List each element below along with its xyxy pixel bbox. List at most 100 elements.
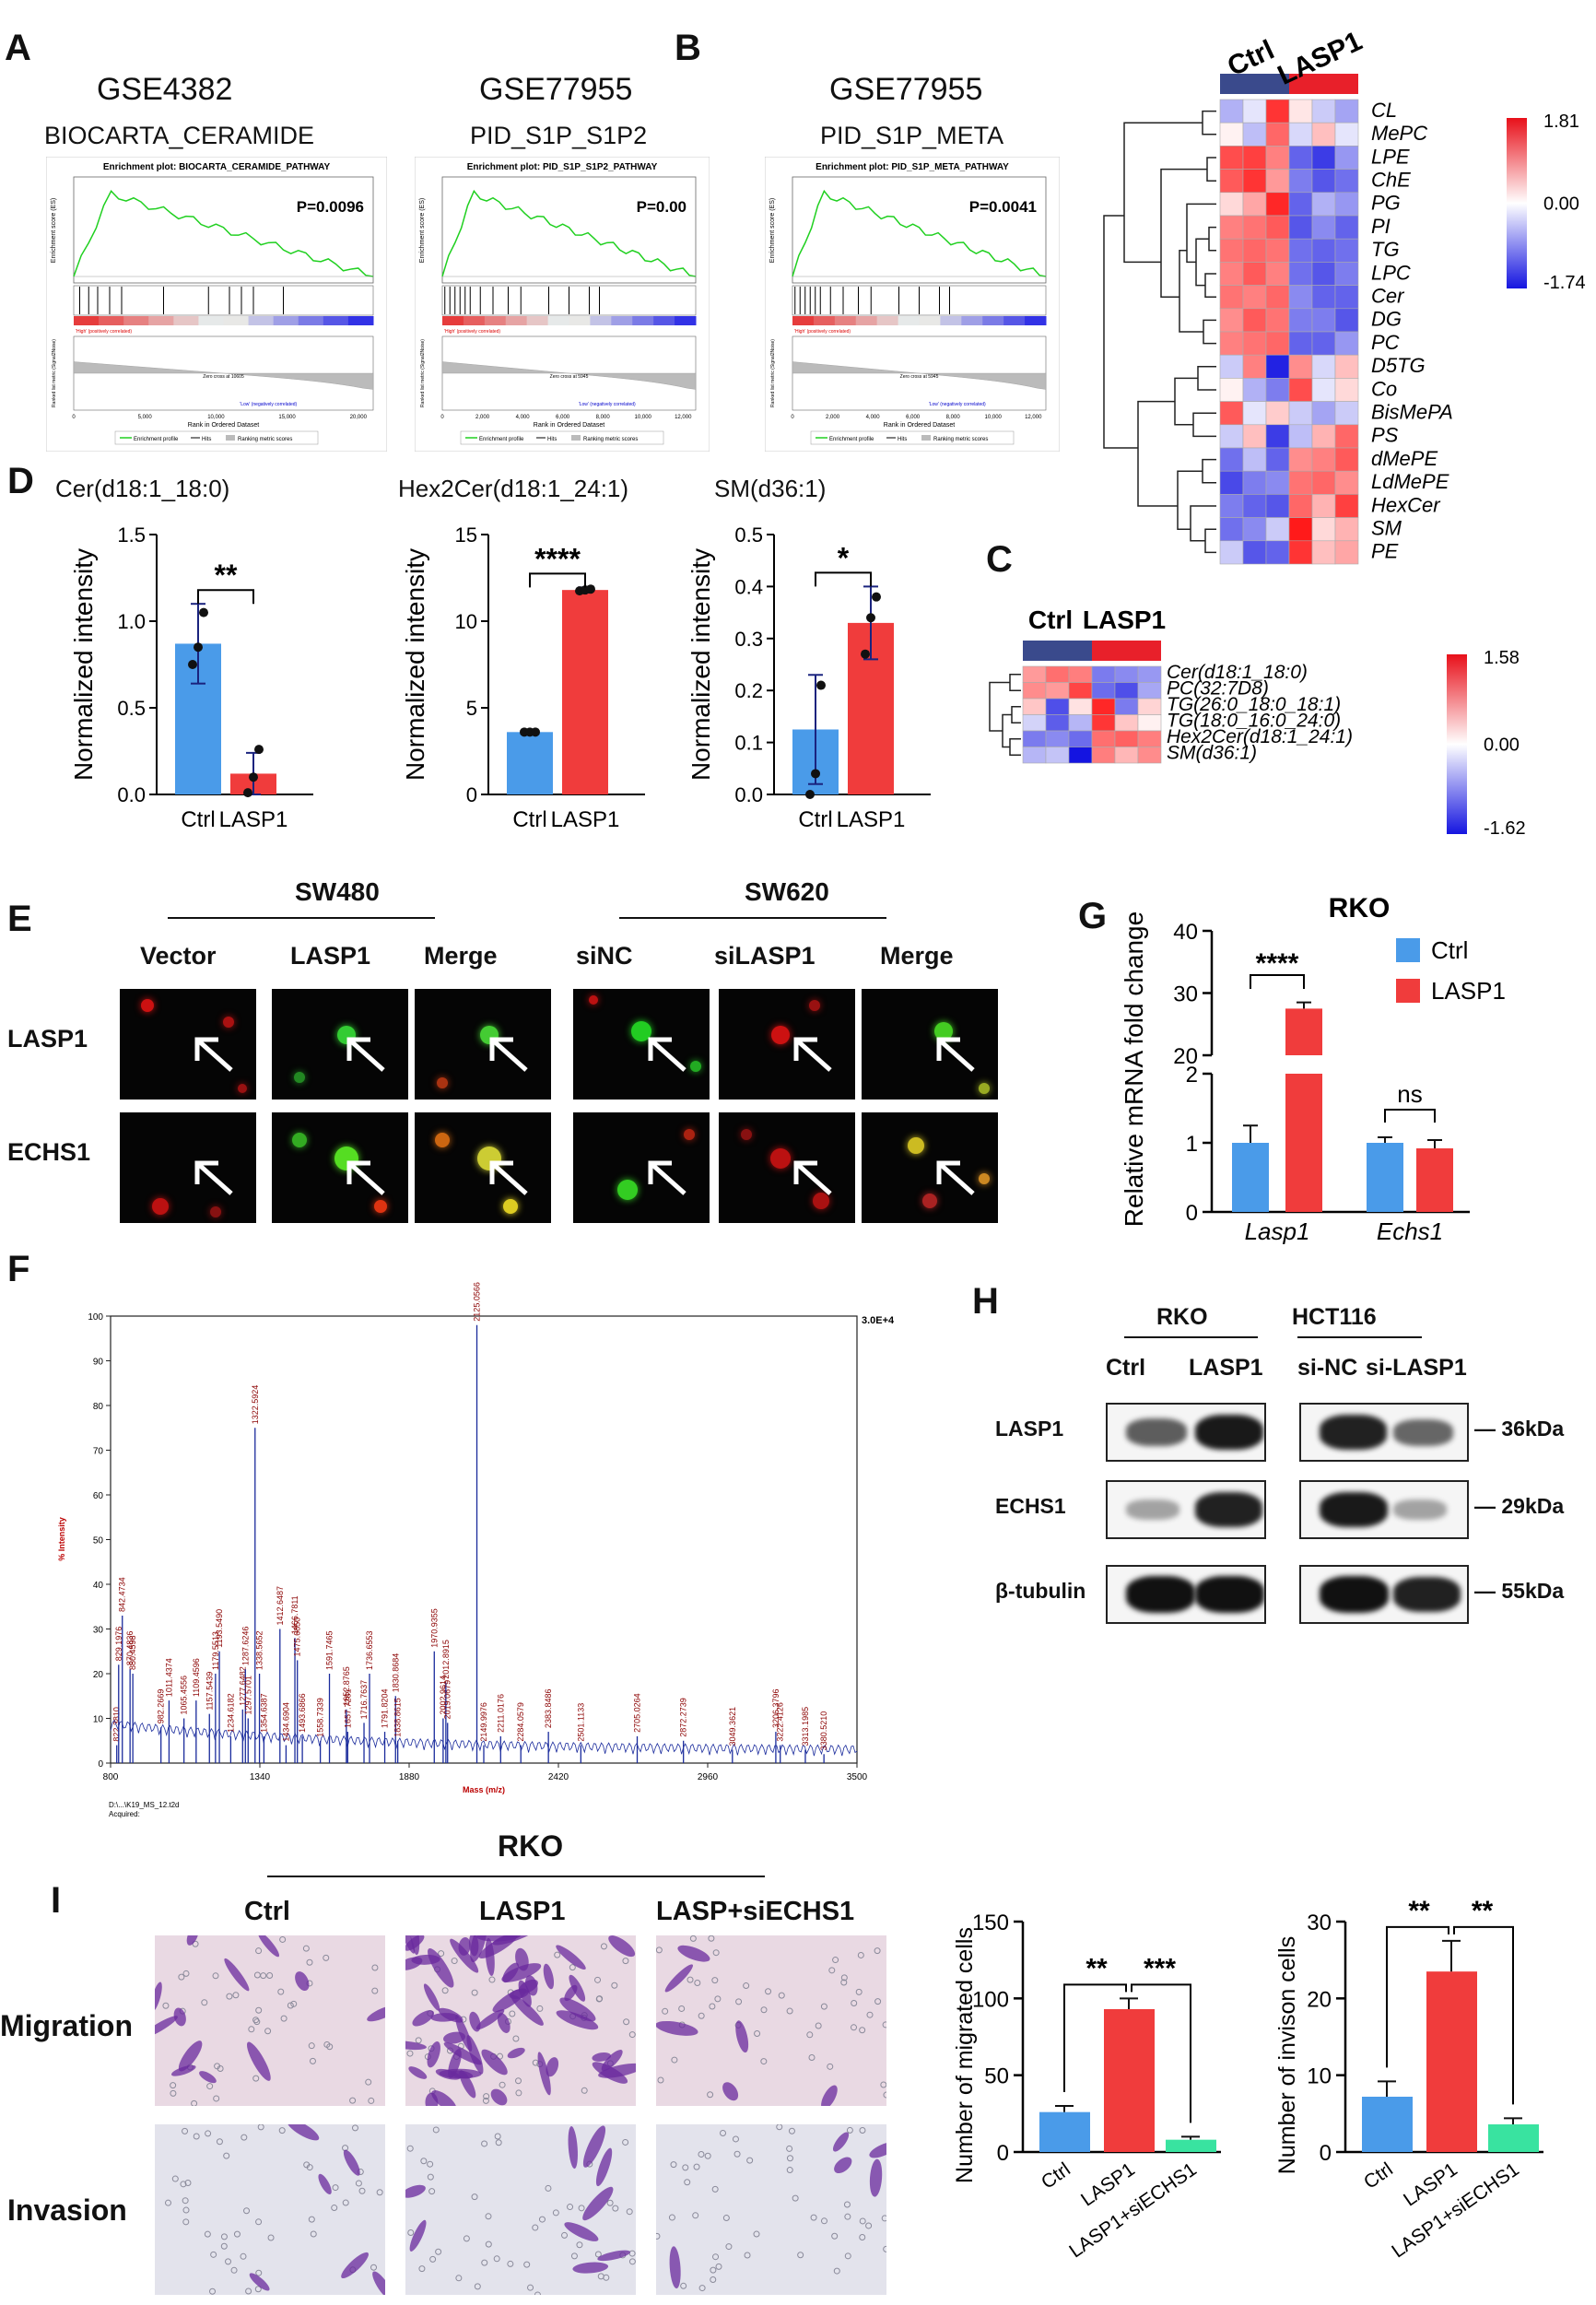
membrane-pore: [820, 2217, 827, 2225]
heatmap-cell: [1242, 378, 1267, 402]
membrane-pore: [865, 2222, 873, 2229]
rank-gradient-cell: [484, 316, 507, 325]
pos-label: 'High' (positively correlated): [76, 329, 132, 335]
membrane-pore: [252, 2017, 260, 2024]
membrane-pore: [182, 2197, 189, 2205]
dendrogram-branch: [1208, 226, 1216, 252]
cell-layer: [405, 2125, 636, 2295]
cell-signal: [908, 1137, 925, 1154]
stained-cell: [497, 2013, 510, 2033]
heatmap-cell: [1334, 447, 1359, 472]
rank-gradient-cell: [961, 316, 983, 325]
membrane-pore: [226, 1993, 233, 2000]
dendrogram-branch: [1204, 273, 1216, 298]
membrane-pore: [323, 2040, 331, 2048]
ms-peak-label: 1354.6387: [259, 1693, 268, 1733]
lane-label: si-LASP1: [1366, 1355, 1467, 1381]
heatmap-cell: [1068, 714, 1093, 732]
y-axis-label: Relative mRNA fold change: [1120, 911, 1148, 1227]
gsea-legend: [810, 430, 1015, 445]
y-tick-label: 20: [1173, 1044, 1198, 1069]
blot-strip: [1106, 1480, 1266, 1539]
fluor-column-label: Merge: [880, 942, 954, 970]
membrane-pore: [279, 1935, 287, 1943]
membrane-pore: [182, 2218, 190, 2226]
heatmap-cell: [1242, 169, 1267, 194]
heatmap-cell: [1311, 424, 1336, 449]
membrane-pore: [611, 1982, 618, 1989]
heatmap-cell: [1288, 215, 1313, 240]
bar: [1362, 2097, 1413, 2152]
bar-chart-d: Normalized intensity 0.0 0.1 0.2 0.3 0.4 0.5 Ct…: [687, 523, 931, 832]
heatmap-cell: [1022, 714, 1047, 732]
heatmap-cell: [1091, 698, 1116, 715]
y-axis-label: Number of invison cells: [1274, 1936, 1300, 2174]
rank-gradient-cell: [653, 316, 675, 325]
membrane-pore: [689, 1935, 697, 1942]
sig-marker: ns: [1397, 1080, 1422, 1108]
legend-metric: Ranking metric scores: [933, 437, 988, 442]
membrane-pore: [290, 2000, 298, 2007]
y-tick-label: 0: [997, 2141, 1009, 2166]
protein-band: [1393, 1418, 1453, 1446]
heatmap-cell: [1265, 378, 1290, 402]
stained-cell: [869, 2142, 886, 2158]
heatmap-cell: [1137, 665, 1162, 683]
fluorescence-image: [120, 1112, 256, 1223]
membrane-pore: [428, 2188, 436, 2195]
heatmap-cell: [1334, 470, 1359, 495]
gsea-plot-title: Enrichment plot: PID_S1P_S1P2_PATHWAY: [467, 162, 658, 172]
membrane-pore: [232, 1992, 240, 1999]
dendrogram-branch: [1206, 157, 1216, 182]
membrane-pore: [351, 2124, 358, 2132]
membrane-pore: [707, 2091, 714, 2099]
protein-band: [1126, 1417, 1187, 1447]
arrow-icon: [346, 1037, 386, 1073]
stained-cell: [478, 1935, 518, 1958]
stained-cell: [475, 2009, 505, 2030]
ms-ytick-label: 0: [98, 1759, 103, 1770]
membrane-pore: [567, 2204, 574, 2211]
heatmap-row-label: HexCer: [1371, 493, 1441, 516]
ms-peak-label: 3222.4126: [776, 1702, 785, 1742]
stained-cell: [592, 2052, 612, 2062]
ms-peak-label: 2002.9614: [439, 1676, 448, 1715]
heatmap-cell: [1288, 192, 1313, 217]
ms-ytick-label: 20: [93, 1670, 104, 1680]
bar: [1367, 1143, 1403, 1212]
cell-signal: [740, 1129, 752, 1140]
ms-peak-label: 1297.5701: [243, 1676, 252, 1715]
membrane-pore: [223, 2152, 230, 2159]
arrow-shaft: [490, 1161, 529, 1196]
arrow-head: [648, 1160, 673, 1185]
membrane-pore: [603, 2274, 610, 2281]
membrane-pore: [441, 1987, 449, 1994]
heatmap-row-label: CL: [1371, 99, 1397, 122]
gsea-xtick: 8,000: [596, 415, 611, 420]
stained-cell: [459, 2070, 476, 2099]
ms-peak-label: 1234.6182: [226, 1693, 235, 1733]
group-underline: [619, 917, 886, 919]
y-tick-label: 30: [1307, 1911, 1332, 1935]
bar-chart-title: Cer(d18:1_18:0): [55, 475, 230, 502]
membrane-pore: [451, 1958, 458, 1965]
membrane-pore: [455, 2275, 463, 2282]
heatmap-cell: [1311, 169, 1336, 194]
heatmap-cell: [1219, 378, 1244, 402]
heatmap-cell: [1137, 730, 1162, 747]
heatmap-cell: [1219, 540, 1244, 565]
heatmap-cell: [1022, 682, 1047, 700]
x-tick-label: Ctrl: [181, 807, 215, 832]
fluorescence-image: [415, 989, 551, 1100]
ms-peak-label: 1591.7465: [325, 1630, 334, 1670]
membrane-pore: [628, 2258, 636, 2265]
heatmap-cell: [1288, 540, 1313, 565]
membrane-pore: [832, 1957, 839, 1964]
panel-letter-f: F: [7, 1249, 30, 1289]
membrane-pore: [760, 2058, 768, 2065]
rank-gradient-cell: [323, 316, 349, 325]
heatmap-cell: [1288, 308, 1313, 333]
gsea-xtick: 0: [72, 415, 76, 420]
heatmap-cell: [1334, 285, 1359, 310]
rank-gradient-cell: [611, 316, 633, 325]
